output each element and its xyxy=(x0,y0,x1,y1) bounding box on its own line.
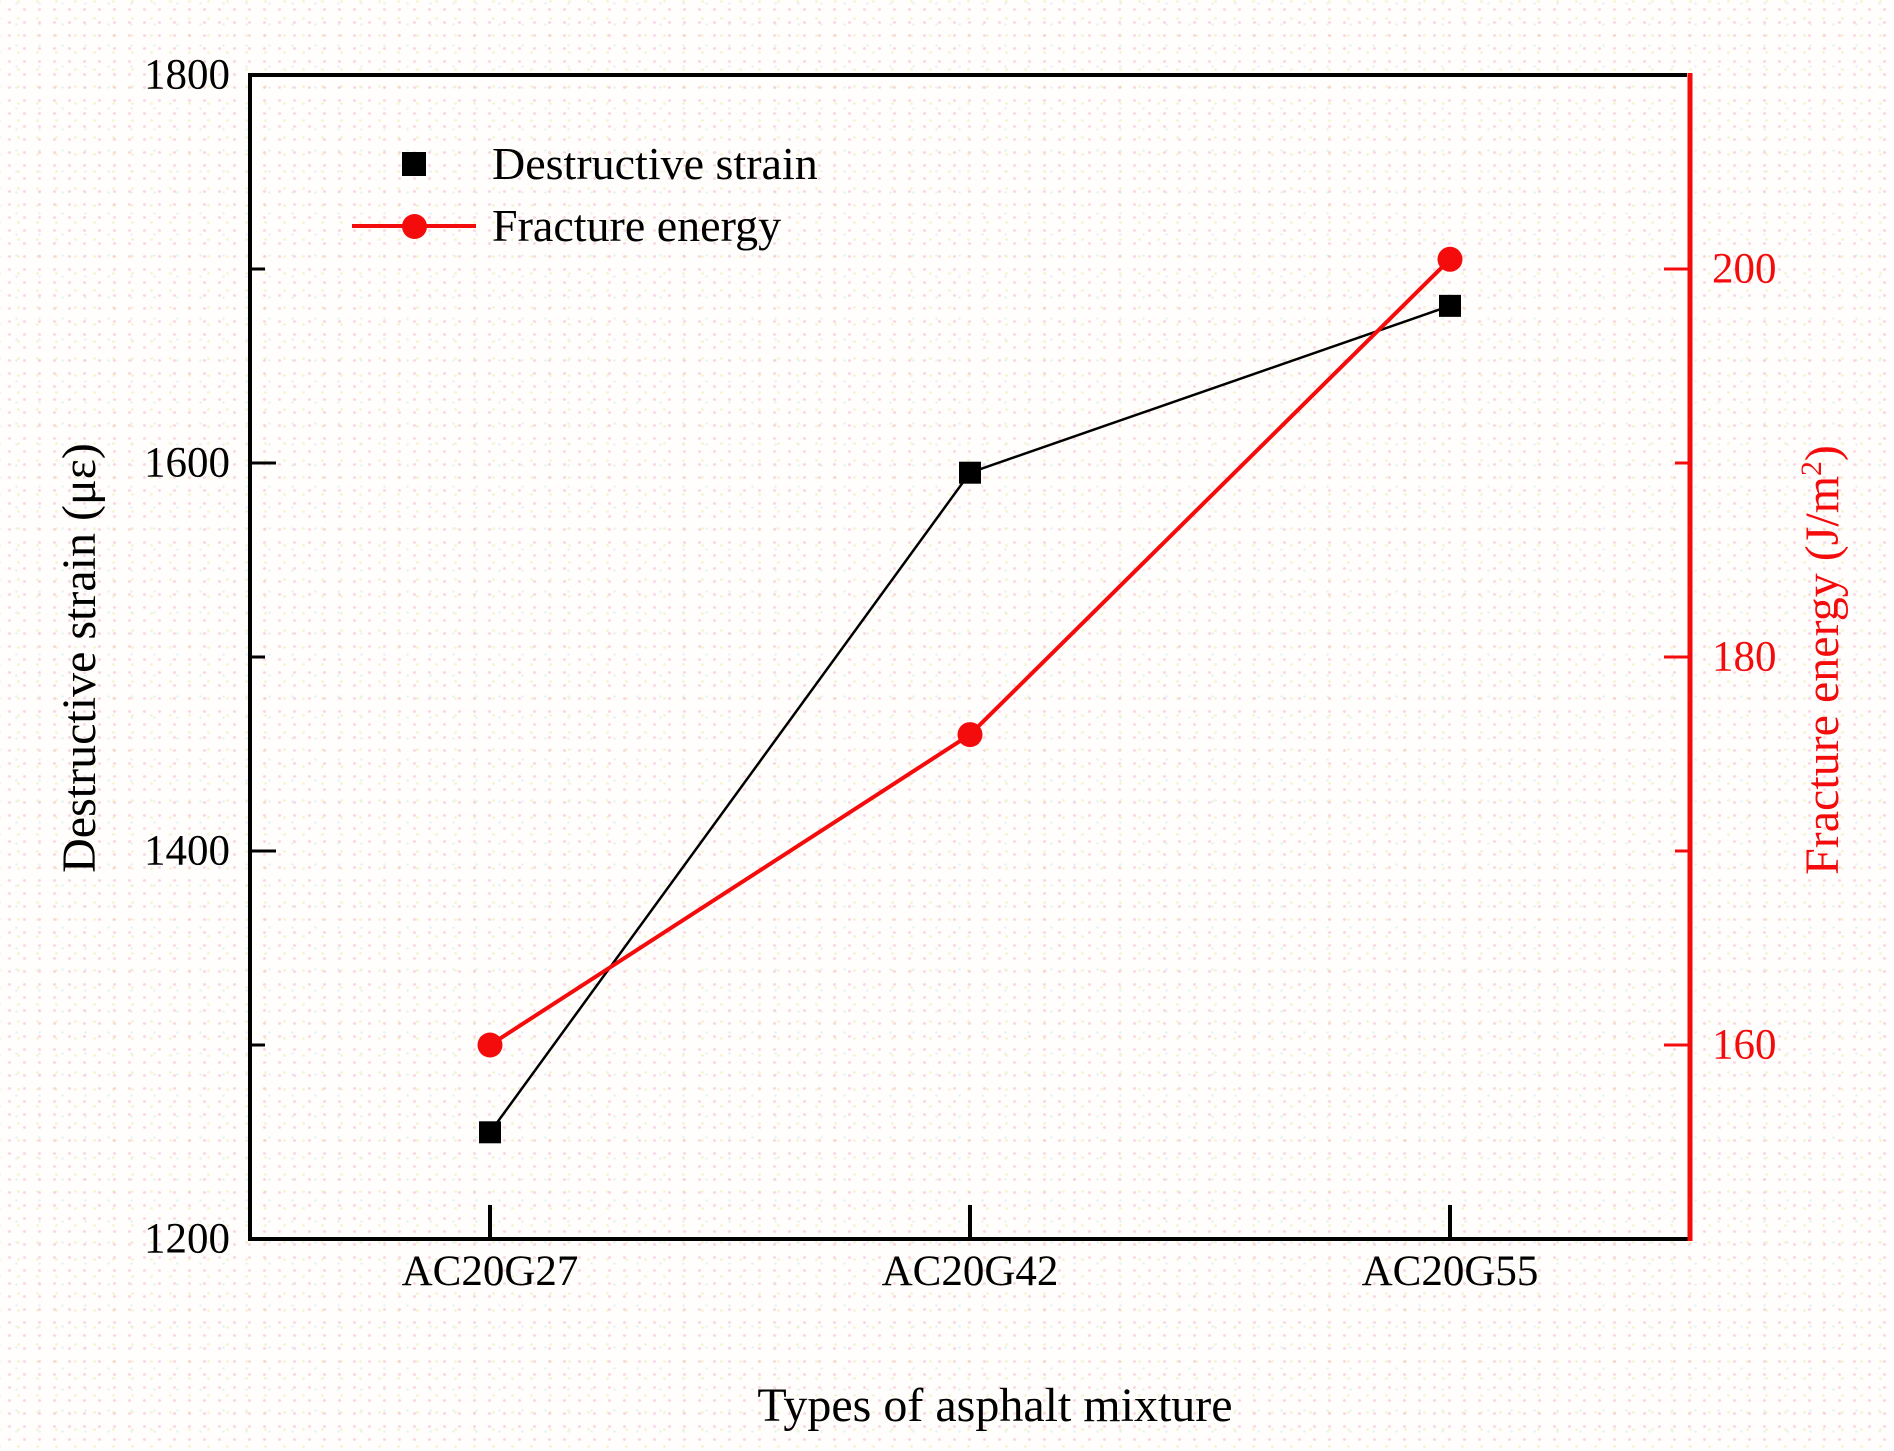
legend-item-fracture-energy: Fracture energy xyxy=(344,195,818,257)
right-y-axis-title: Fracture energy (J/m2) xyxy=(1795,445,1849,875)
legend: Destructive strain Fracture energy xyxy=(344,133,818,257)
circle-marker-icon xyxy=(401,213,427,239)
left-axis-tick-label: 1800 xyxy=(144,51,230,99)
square-marker-icon xyxy=(402,152,426,176)
left-axis-tick-label: 1600 xyxy=(144,439,230,487)
data-point-square xyxy=(959,461,981,484)
data-point-circle xyxy=(957,722,983,748)
x-axis-category-label: AC20G27 xyxy=(401,1248,579,1295)
x-axis-category-label: AC20G55 xyxy=(1361,1248,1539,1295)
legend-label: Fracture energy xyxy=(492,200,782,251)
legend-label: Destructive strain xyxy=(492,138,818,189)
legend-marker-col xyxy=(344,213,484,239)
x-axis-title: Types of asphalt mixture xyxy=(757,1379,1233,1432)
series-line-fracture-energy xyxy=(488,257,1452,1047)
right-y-axis-title-superscript: 2 xyxy=(1795,461,1828,476)
right-axis-tick-label: 200 xyxy=(1712,245,1777,293)
data-point-circle xyxy=(1437,246,1463,272)
data-point-circle xyxy=(477,1032,503,1058)
legend-marker-col xyxy=(344,152,484,176)
right-y-axis-title-main: Fracture energy (J/m xyxy=(1796,475,1849,875)
right-axis-tick-label: 160 xyxy=(1712,1021,1777,1069)
left-axis-tick-label: 1200 xyxy=(144,1215,230,1263)
legend-item-destructive-strain: Destructive strain xyxy=(344,133,818,195)
data-point-square xyxy=(1439,294,1461,317)
right-axis-tick-label: 180 xyxy=(1712,633,1777,681)
data-point-square xyxy=(479,1121,501,1144)
left-y-axis-title: Destructive strain (με) xyxy=(53,443,106,873)
x-axis-category-label: AC20G42 xyxy=(881,1248,1059,1295)
series-line-destructive-strain xyxy=(488,304,1451,1134)
right-y-axis-title-close: ) xyxy=(1796,445,1849,462)
line-marker-icon xyxy=(352,213,476,239)
left-axis-tick-label: 1400 xyxy=(144,827,230,875)
